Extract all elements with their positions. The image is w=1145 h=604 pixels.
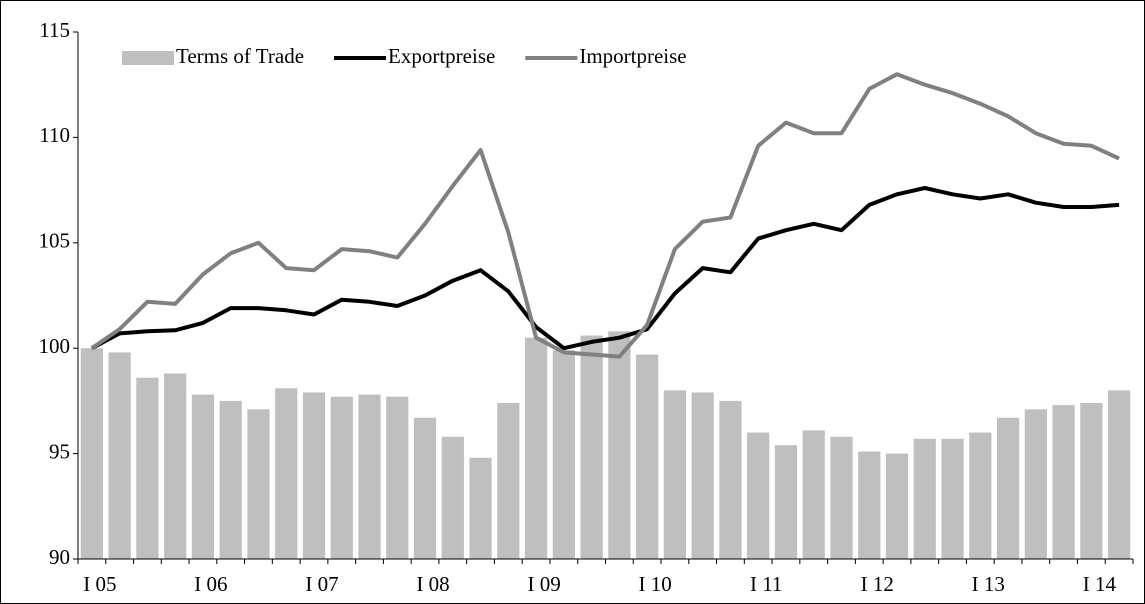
bar: [858, 451, 881, 559]
x-tick-label: I 05: [83, 572, 116, 596]
bar: [802, 430, 825, 559]
y-tick-label: 110: [39, 123, 70, 147]
line: [90, 186, 1120, 351]
bar: [913, 438, 936, 559]
bar: [552, 350, 575, 559]
bar: [1052, 405, 1075, 559]
bar: [580, 335, 603, 559]
bar: [108, 352, 131, 559]
bar: [247, 409, 270, 559]
bar: [441, 436, 464, 559]
x-tick-label: I 11: [750, 572, 782, 596]
bar: [275, 388, 298, 559]
legend-label: Terms of Trade: [176, 44, 304, 68]
bar: [80, 348, 103, 559]
bar: [774, 445, 798, 559]
bar: [219, 400, 242, 559]
bar: [191, 394, 215, 559]
bar: [330, 396, 353, 559]
legend-swatch: [122, 51, 174, 65]
bar: [136, 377, 159, 559]
y-tick-label: 105: [39, 229, 71, 253]
legend-label: Exportpreise: [388, 44, 495, 68]
bar: [302, 392, 326, 559]
x-tick-label: I 12: [861, 572, 894, 596]
y-tick-label: 95: [49, 439, 70, 463]
y-tick-label: 115: [39, 18, 70, 42]
bar: [164, 373, 187, 559]
bar: [386, 396, 409, 559]
x-tick-label: I 13: [972, 572, 1005, 596]
bar: [524, 337, 548, 559]
x-tick-label: I 07: [305, 572, 338, 596]
bar: [469, 457, 492, 559]
bar: [413, 417, 437, 559]
bar: [969, 432, 992, 559]
line: [90, 72, 1120, 359]
bar: [636, 354, 659, 559]
x-tick-label: I 06: [194, 572, 227, 596]
bar: [1024, 409, 1047, 559]
bar: [1108, 390, 1131, 559]
bar: [497, 403, 520, 559]
bar: [719, 400, 742, 559]
bar: [830, 436, 853, 559]
bar: [941, 438, 964, 559]
bar: [691, 392, 714, 559]
y-tick-label: 100: [39, 334, 71, 358]
legend-label: Importpreise: [579, 44, 686, 68]
bar: [608, 331, 631, 559]
bar: [358, 394, 381, 559]
bar: [996, 417, 1020, 559]
bar: [885, 453, 909, 559]
bar: [663, 390, 687, 559]
y-tick-label: 90: [49, 545, 70, 569]
x-tick-label: I 10: [639, 572, 672, 596]
x-tick-label: I 08: [416, 572, 449, 596]
bar: [747, 432, 770, 559]
x-tick-label: I 14: [1083, 572, 1117, 596]
bar: [1080, 403, 1103, 559]
x-tick-label: I 09: [527, 572, 560, 596]
